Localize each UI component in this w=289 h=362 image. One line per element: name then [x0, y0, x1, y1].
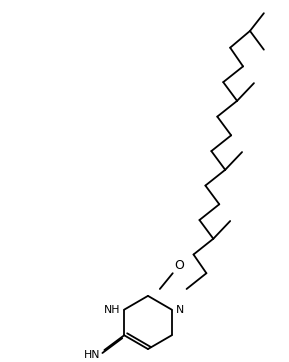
Text: HN: HN — [84, 350, 101, 360]
Text: N: N — [176, 305, 184, 315]
Text: O: O — [175, 259, 185, 272]
Text: NH: NH — [104, 305, 120, 315]
